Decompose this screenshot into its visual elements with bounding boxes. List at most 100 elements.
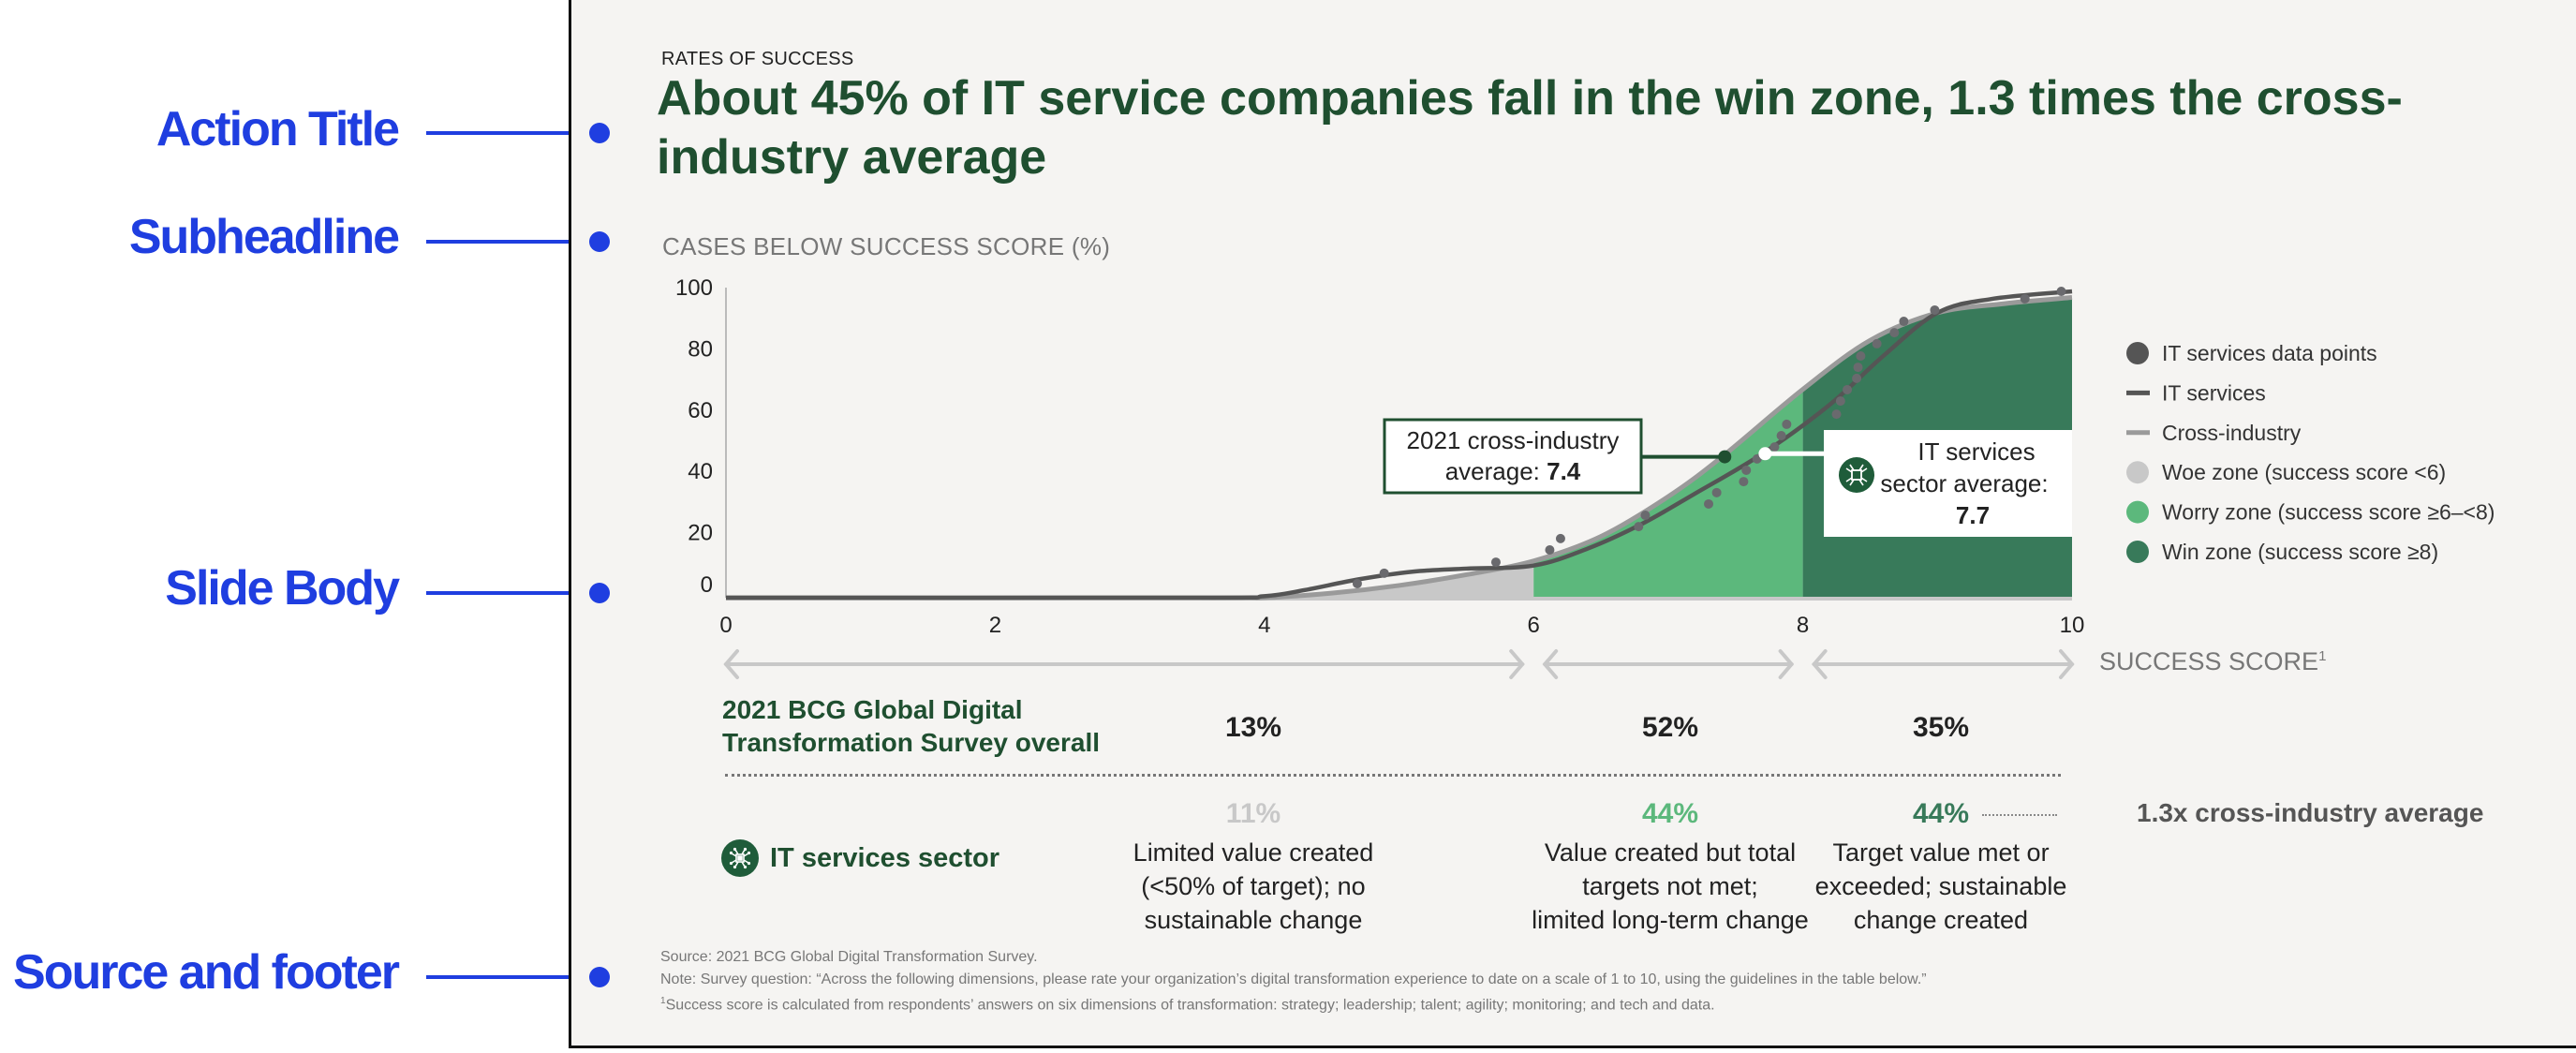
annotation-subheadline: Subheadline (128, 210, 400, 264)
it-data-point (1379, 568, 1389, 578)
legend-label: Cross-industry (2162, 421, 2302, 445)
x-tick-label: 0 (719, 613, 732, 638)
it-services-average-marker (1758, 447, 1772, 461)
y-tick-label: 60 (688, 398, 713, 423)
cross-industry-average-marker (1718, 450, 1732, 464)
annotation-dot (589, 967, 610, 987)
legend-item: Cross-industry (2126, 421, 2302, 445)
chip-icon-pins (1845, 464, 1868, 486)
legend-swatch-dot (2126, 461, 2149, 484)
range-arrow-head-left (1542, 649, 1559, 679)
legend-swatch-dot (2126, 500, 2149, 524)
leader-dots (1982, 814, 2057, 816)
annotation-source-footer: Source and footer (13, 945, 400, 1000)
overall-worry-value: 52% (1641, 712, 1699, 743)
annotation-slide-body: Slide Body (165, 561, 400, 615)
it-services-sector-text: IT services sector (770, 842, 1000, 873)
chip-icon (1839, 457, 1874, 493)
it-woe-value: 11% (1225, 798, 1281, 829)
legend-item: Win zone (success score ≥8) (2126, 540, 2438, 564)
legend-item: IT services data points (2126, 341, 2377, 365)
range-arrow-head-right (1778, 649, 1795, 679)
y-tick-label: 20 (688, 521, 713, 546)
woe-description: Limited value created (<50% of target); … (1133, 836, 1374, 937)
it-data-point (1711, 487, 1722, 497)
overall-win-value: 35% (1912, 712, 1970, 743)
legend-label: Win zone (success score ≥8) (2162, 540, 2438, 564)
it-services-sector-label: IT services sector (721, 839, 999, 877)
legend-label: IT services (2162, 380, 2266, 405)
it-data-point (1640, 511, 1651, 521)
range-arrow (1811, 649, 2075, 679)
annotation-connector (426, 975, 600, 979)
chip-icon (721, 839, 759, 877)
annotation-action-title: Action Title (155, 102, 400, 156)
it-data-point (1872, 338, 1882, 349)
footnote-line: 1Success score is calculated from respon… (660, 990, 1927, 1016)
legend-item: Worry zone (success score ≥6–<8) (2126, 500, 2495, 525)
x-tick-label: 8 (1797, 613, 1809, 638)
range-arrow (723, 649, 1525, 679)
footnote-mark: 1 (660, 996, 666, 1006)
annotation-dot (589, 231, 610, 252)
it-data-point (1856, 350, 1866, 361)
y-tick-label: 0 (701, 572, 713, 598)
y-tick-label: 80 (688, 336, 713, 362)
legend-swatch-dot (2126, 541, 2149, 563)
legend-swatch-dot (2126, 342, 2149, 364)
y-tick-label: 40 (688, 459, 713, 484)
zone-worry-zone (1533, 389, 1803, 598)
description-line: Target value met or (1832, 838, 2050, 867)
it-data-point (1889, 328, 1900, 338)
source-line: Source: 2021 BCG Global Digital Transfor… (660, 949, 1038, 965)
it-data-point (1352, 578, 1362, 588)
it-data-point (1852, 373, 1862, 383)
zone-woe-zone (726, 560, 1534, 598)
callout-text: IT services (1917, 438, 2035, 466)
description-line: exceeded; sustainable (1814, 872, 2067, 900)
legend-label: IT services data points (2162, 341, 2377, 365)
callout-box (1383, 418, 1643, 495)
it-data-point (1545, 544, 1555, 555)
description-line: (<50% of target); no (1141, 872, 1366, 900)
annotation-connector (426, 131, 600, 135)
it-data-point (1930, 304, 1940, 315)
it-data-point (1555, 533, 1565, 543)
description-line: Value created but total (1544, 838, 1797, 867)
note-line: Note: Survey question: “Across the follo… (660, 971, 1927, 987)
range-arrow-head-left (1811, 649, 1828, 679)
callout-value: 7.7 (1956, 501, 1990, 529)
range-arrow-head-left (723, 649, 739, 679)
callout-text: sector average: (1880, 469, 2048, 497)
it-data-point (1490, 557, 1501, 568)
legend-item: IT services (2126, 380, 2266, 405)
x-axis-title: SUCCESS SCORE1 (2099, 647, 2326, 675)
chip-icon-bg (1839, 457, 1874, 493)
it-data-point (1835, 396, 1845, 407)
it-data-point (1853, 363, 1863, 373)
it-data-point (1704, 498, 1714, 509)
subheadline: CASES BELOW SUCCESS SCORE (%) (662, 232, 1111, 260)
action-title: About 45% of IT service companies fall i… (657, 71, 2403, 185)
it-win-value: 44% (1912, 798, 1970, 829)
annotation-dot (589, 123, 610, 143)
it-worry-value: 44% (1641, 798, 1699, 829)
description-line: change created (1853, 906, 2029, 934)
legend-item: Woe zone (success score <6) (2126, 460, 2446, 484)
annotation-dot (589, 583, 610, 603)
range-arrow-head-right (2059, 649, 2075, 679)
source-footer: Source: 2021 BCG Global Digital Transfor… (660, 946, 1927, 1016)
description-line: sustainable change (1144, 906, 1363, 934)
win-description: Target value met or exceeded; sustainabl… (1815, 836, 2067, 937)
legend-label: Woe zone (success score <6) (2162, 460, 2446, 484)
callout-text: 2021 cross-industry (1407, 426, 1620, 454)
it-data-point (1782, 419, 1792, 429)
footnote-mark: 1 (2318, 648, 2326, 664)
callout-value: 7.4 (1547, 457, 1581, 485)
it-data-point (1739, 477, 1749, 487)
x-tick-label: 2 (989, 613, 1001, 638)
worry-description: Value created but total targets not met;… (1532, 836, 1809, 937)
x-tick-label: 6 (1528, 613, 1540, 638)
it-data-point (2056, 287, 2066, 296)
